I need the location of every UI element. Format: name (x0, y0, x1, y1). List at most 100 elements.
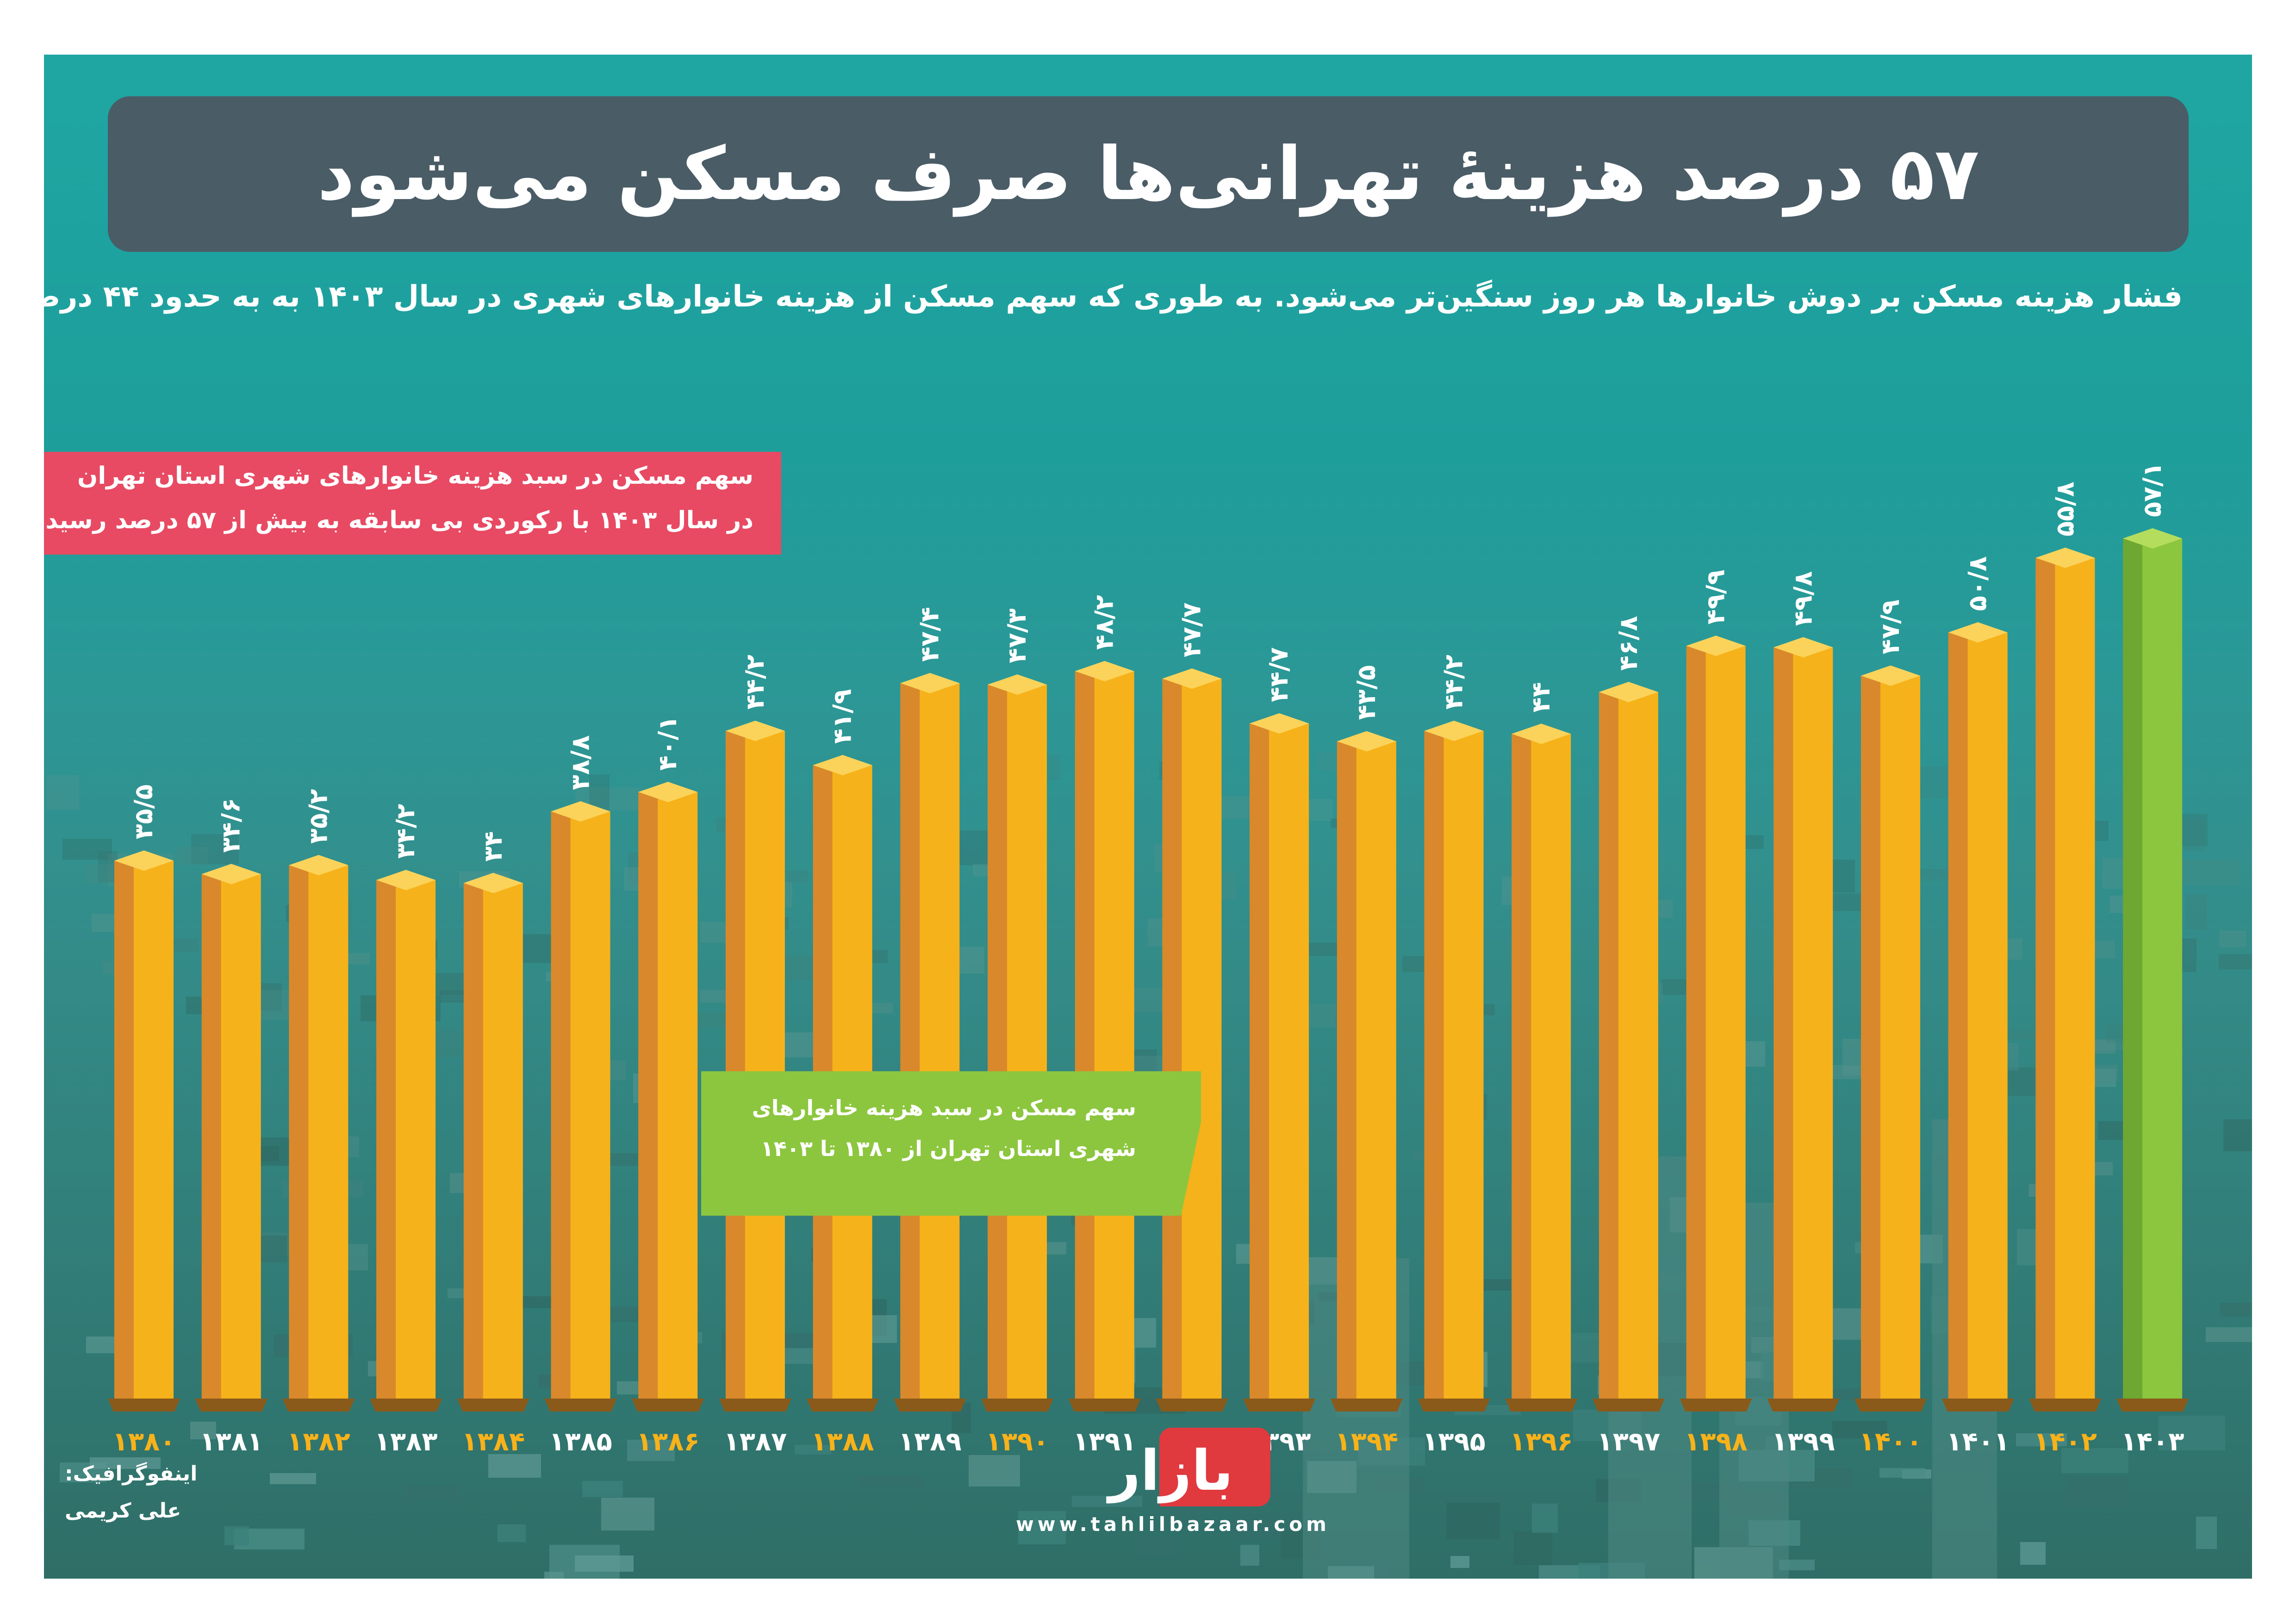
data-label: ۳۴/۲ (391, 804, 420, 859)
bar-base (719, 1399, 791, 1412)
bar-top (638, 781, 698, 802)
bar-base (2116, 1399, 2189, 1412)
x-tick-label: ۱۳۹۴ (1335, 1427, 1398, 1457)
bar (308, 865, 348, 1399)
bar (1531, 734, 1571, 1399)
x-tick-label: ۱۳۸۶ (636, 1427, 700, 1457)
bar-top (2035, 547, 2095, 568)
logo-mark-icon (1159, 1428, 1270, 1506)
bar-top (1250, 713, 1309, 734)
bar-top (1773, 637, 1833, 658)
x-tick-label: ۱۴۰۱ (1946, 1427, 2010, 1457)
bar (1182, 678, 1222, 1399)
credit-name: علی کریمی (65, 1499, 181, 1523)
bar (1618, 692, 1658, 1399)
x-tick-label: ۱۳۸۸ (811, 1427, 874, 1457)
data-label: ۳۴ (479, 831, 508, 862)
data-label: ۴۷/۴ (915, 607, 944, 662)
data-label: ۴۹/۹ (1701, 569, 1730, 625)
bar-top (1599, 681, 1658, 702)
data-label: ۵۷/۱ (2138, 462, 2167, 517)
bar-base (1592, 1399, 1665, 1412)
bar (1356, 741, 1396, 1399)
x-tick-label: ۱۳۸۱ (199, 1427, 263, 1457)
x-tick-label: ۱۳۹۰ (986, 1427, 1049, 1457)
record-callout-line-2: در سال ۱۴۰۳ با رکوردی بی سابقه به بیش از… (44, 506, 753, 534)
data-label: ۴۴/۲ (1439, 655, 1468, 710)
bar (483, 883, 523, 1399)
bar-top (1512, 724, 1571, 744)
chart-caption-callout: سهم مسکن در سبد هزینه خانوارهای شهری است… (701, 1071, 1201, 1216)
data-label: ۴۸/۲ (1090, 595, 1119, 650)
x-tick-label: ۱۴۰۲ (2034, 1427, 2097, 1457)
x-tick-label: ۱۴۰۰ (1859, 1427, 1923, 1457)
bar-top (551, 801, 610, 822)
data-label: ۴۷/۷ (1177, 602, 1206, 657)
bar-chart: ۳۵/۵ ۱۳۸۰ ۳۴/۶ ۱۳۸۱ ۳۵/۲ ۱۳۸۲ ۳۴/۲ ۱۳۸۳ ۳۴ ۱۳۸۴ ۳۸… (108, 462, 2189, 1457)
bar (1007, 684, 1047, 1399)
chart-caption-line-1: سهم مسکن در سبد هزینه خانوارهای (752, 1095, 1136, 1120)
bar-base (806, 1399, 879, 1412)
bar-base (370, 1399, 442, 1412)
bar-top (114, 850, 174, 871)
bar-top (2123, 528, 2183, 549)
x-tick-label: ۱۳۹۸ (1684, 1427, 1748, 1457)
bar-base (1330, 1399, 1403, 1412)
data-label: ۴۴/۷ (1264, 647, 1294, 702)
data-label: ۵۰/۸ (1963, 556, 1992, 611)
bar-top (463, 873, 523, 893)
bar-top (1948, 622, 2008, 643)
bar-top (201, 864, 261, 885)
bar (1269, 723, 1309, 1399)
bar-base (894, 1399, 966, 1412)
data-label: ۴۴/۲ (740, 655, 770, 710)
credit-label: اینفوگرافیک: (65, 1462, 198, 1486)
bar-base (282, 1399, 355, 1412)
x-tick-label: ۱۳۸۳ (374, 1427, 438, 1457)
bar (920, 683, 960, 1399)
data-label: ۴۹/۸ (1788, 571, 1817, 626)
bar (570, 811, 610, 1399)
bar-base (1068, 1399, 1141, 1412)
bar-base (457, 1399, 529, 1412)
bar (658, 792, 698, 1399)
bar-top (1162, 668, 1222, 689)
bar-base (2029, 1399, 2102, 1412)
x-tick-label: ۱۳۸۴ (461, 1427, 525, 1457)
bar-top (1337, 731, 1396, 752)
data-label: ۳۵/۵ (129, 784, 158, 839)
bar-top (813, 755, 872, 775)
bar (2142, 538, 2183, 1399)
bar-top (1861, 665, 1920, 686)
bar-base (1767, 1399, 1840, 1412)
bar-top (289, 855, 348, 875)
bar (1793, 647, 1833, 1399)
bar-base (632, 1399, 704, 1412)
page-subtitle: فشار هزینه مسکن بر دوش خانوارها هر روز س… (44, 280, 2183, 314)
data-label: ۳۴/۶ (217, 798, 246, 853)
bar (221, 874, 261, 1399)
bar-top (1424, 720, 1484, 741)
bar (1094, 671, 1134, 1399)
x-tick-label: ۱۳۹۹ (1772, 1427, 1835, 1457)
bar-top (988, 674, 1047, 695)
x-tick-label: ۱۳۸۷ (724, 1427, 787, 1457)
logo-wordmark: بازار (1108, 1439, 1233, 1503)
data-label: ۴۴ (1526, 682, 1556, 712)
data-label: ۴۷/۳ (1002, 608, 1032, 663)
x-tick-label: ۱۳۹۶ (1510, 1427, 1573, 1457)
x-tick-label: ۱۴۰۳ (2121, 1427, 2184, 1457)
x-tick-label: ۱۳۸۵ (549, 1427, 612, 1457)
data-label: ۵۵/۸ (2050, 481, 2079, 537)
tahlil-bazaar-logo: بازار www.tahlilbazaar.com (1016, 1425, 1326, 1536)
chart-caption-line-2: شهری استان تهران از ۱۳۸۰ تا ۱۴۰۳ (760, 1136, 1137, 1161)
bar-base (1418, 1399, 1490, 1412)
bar-base (1243, 1399, 1316, 1412)
x-tick-label: ۱۳۸۲ (287, 1427, 350, 1457)
bar-top (725, 720, 785, 741)
data-label: ۴۱/۹ (828, 689, 857, 744)
page-title: ۵۷ درصد هزینهٔ تهرانی‌ها صرف مسکن می‌شود (317, 131, 1979, 217)
bar (1967, 632, 2008, 1399)
x-tick-label: ۱۳۹۷ (1597, 1427, 1661, 1457)
x-tick-label: ۱۳۹۱ (1073, 1427, 1136, 1457)
